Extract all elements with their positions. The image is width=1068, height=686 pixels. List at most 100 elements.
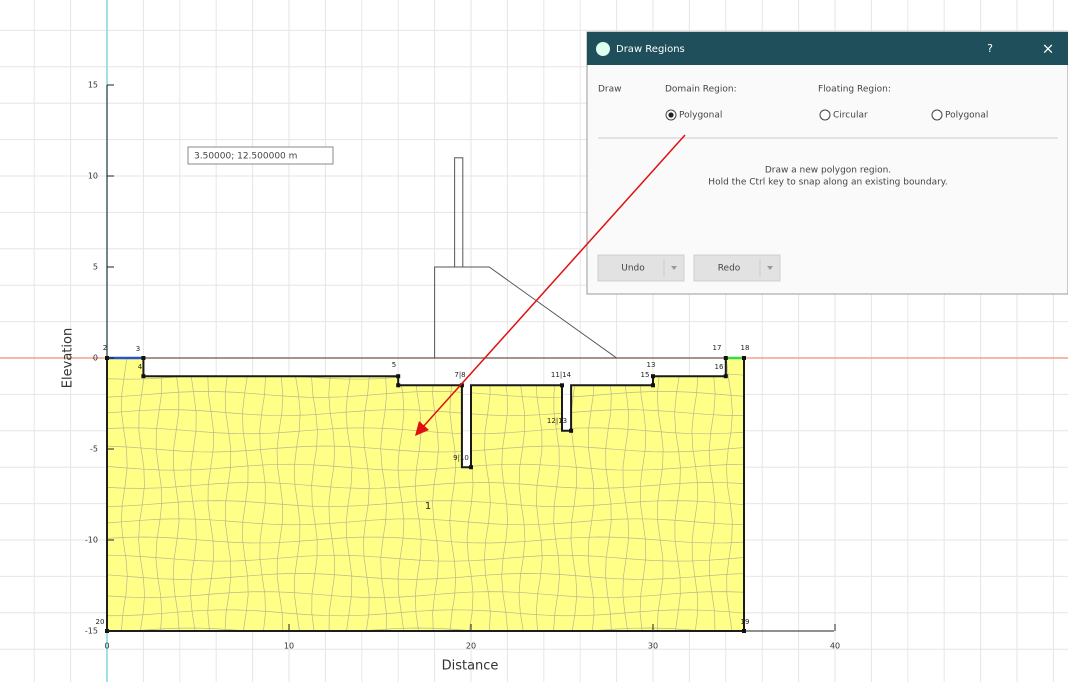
vertex: [396, 383, 401, 388]
mesh-line: [622, 358, 629, 631]
mesh-line: [553, 358, 560, 631]
region-label: 1: [425, 501, 431, 512]
point-label: 3: [136, 345, 140, 353]
vertex: [141, 356, 146, 360]
message-line: Hold the Ctrl key to snap along an exist…: [708, 178, 947, 188]
button[interactable]: [597, 254, 685, 282]
mesh-line: [107, 609, 744, 617]
mesh-line: [107, 536, 744, 544]
mesh-line: [328, 358, 336, 631]
dialog-title: Draw Regions: [616, 44, 685, 55]
mesh-line: [414, 358, 422, 631]
button-label[interactable]: Undo: [621, 264, 645, 274]
mesh-line: [674, 358, 681, 631]
x-tick-label: 20: [466, 642, 476, 651]
mesh-line: [276, 358, 284, 631]
y-tick-label: 5: [93, 263, 98, 272]
coordinate-tooltip: 3.50000; 12.500000 m: [194, 152, 297, 162]
mesh-line: [432, 358, 439, 631]
point-label: 9|10: [453, 454, 469, 462]
mesh-line: [605, 358, 612, 631]
mesh-line: [190, 358, 197, 631]
vertex: [723, 374, 728, 379]
mesh-line: [107, 445, 744, 453]
x-axis-label: Distance: [442, 659, 499, 674]
close-button[interactable]: ×: [1042, 40, 1055, 58]
mesh-line: [107, 500, 744, 507]
mesh-line: [501, 358, 508, 631]
vertex: [141, 374, 146, 379]
domain-region-label: Domain Region:: [665, 85, 737, 95]
x-tick-label: 0: [104, 642, 109, 651]
vertex: [651, 374, 655, 379]
mesh-line: [107, 409, 744, 416]
x-tick-label: 10: [284, 642, 294, 651]
tooltip-box: [187, 146, 334, 165]
button[interactable]: [693, 254, 781, 282]
point-label: 18: [741, 344, 750, 352]
mesh-line: [107, 591, 744, 598]
mesh-line: [107, 518, 744, 526]
mesh-line: [107, 391, 744, 398]
mesh-line: [587, 358, 595, 631]
vertex: [742, 629, 746, 633]
radio-label[interactable]: Polygonal: [679, 111, 722, 121]
y-axis-label: Elevation: [61, 328, 76, 388]
mesh-line: [397, 358, 405, 631]
help-button[interactable]: ?: [987, 42, 993, 55]
y-tick-label: 10: [88, 172, 98, 181]
dropdown-arrow[interactable]: [671, 266, 677, 270]
vertex: [560, 383, 564, 388]
mesh-line: [107, 573, 744, 580]
mesh-line: [155, 358, 163, 631]
mesh-line: [535, 358, 543, 631]
mesh-line: [242, 358, 249, 631]
y-tick-label: 0: [93, 354, 98, 363]
point-label: 15: [641, 371, 650, 379]
point-label: 11|14: [551, 371, 572, 379]
dropdown-arrow[interactable]: [767, 266, 773, 270]
radio-label[interactable]: Polygonal: [945, 111, 988, 121]
mesh-line: [107, 482, 744, 489]
mesh-line: [691, 358, 699, 631]
point-label: 17: [713, 344, 722, 352]
mesh-line: [107, 554, 744, 562]
annotation-arrow: [421, 134, 686, 429]
vertex: [569, 428, 574, 433]
vertex: [469, 465, 473, 470]
mesh-line: [311, 358, 318, 631]
mesh-line: [726, 358, 733, 631]
x-tick-label: 40: [830, 642, 840, 651]
point-label: 20: [96, 618, 105, 626]
point-label: 4: [138, 363, 143, 371]
vertex: [742, 356, 746, 360]
mesh-line: [107, 627, 744, 631]
mesh-line: [380, 358, 387, 631]
point-labels: 2 3 4 5 7|8 9|10 11|14 12|13 13 15 16 17 18 19 20: [96, 344, 750, 633]
mesh-line: [120, 358, 128, 631]
point-label: 16: [715, 363, 724, 371]
y-tick-label: -15: [85, 627, 98, 636]
dialog-titlebar: [587, 32, 1068, 65]
mesh-line: [107, 463, 744, 471]
point-label: 13: [647, 361, 656, 369]
mesh-line: [138, 358, 145, 631]
mesh-line: [207, 358, 214, 631]
mesh-line: [172, 358, 180, 631]
point-label: 19: [741, 618, 750, 626]
radio-button[interactable]: [819, 109, 831, 121]
point-label: 5: [392, 361, 396, 369]
mesh-line: [362, 358, 370, 631]
mesh-line: [570, 358, 578, 631]
wall-outline: [454, 157, 464, 268]
radio-label[interactable]: Circular: [833, 111, 868, 121]
mesh-line: [259, 358, 266, 631]
button-label[interactable]: Redo: [718, 264, 741, 274]
vertex: [723, 356, 728, 360]
draw-label: Draw: [598, 85, 622, 95]
mesh-line: [345, 358, 353, 631]
vertex: [396, 374, 401, 379]
radio-button[interactable]: [931, 109, 943, 121]
